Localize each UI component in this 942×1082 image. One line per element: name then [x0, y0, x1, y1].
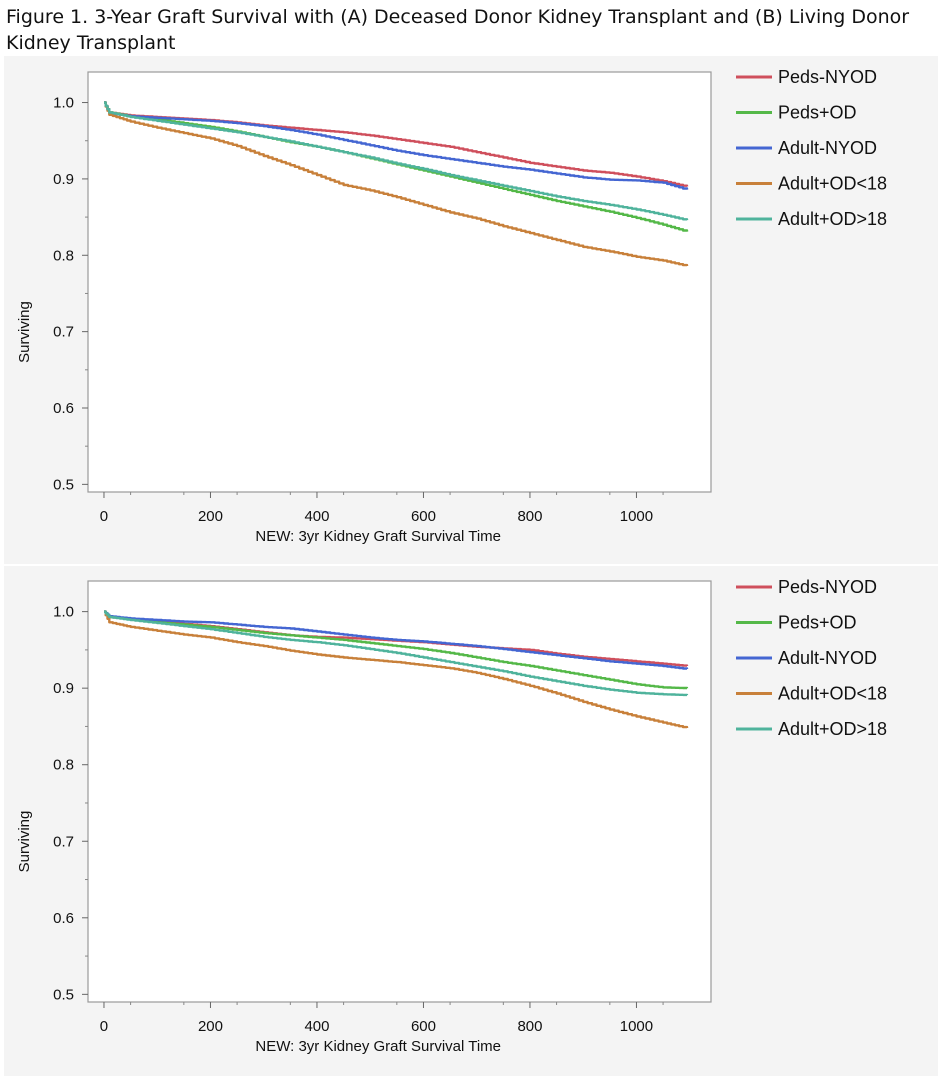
x-tick-label: 600 [411, 508, 436, 525]
legend-label: Adult+OD>18 [778, 209, 887, 229]
figure-title: Figure 1. 3-Year Graft Survival with (A)… [6, 6, 910, 54]
series-line-adult-nyod [104, 610, 689, 670]
legend-label: Adult+OD<18 [778, 684, 887, 704]
y-tick-label: 1.0 [53, 604, 74, 621]
plot-area [87, 580, 712, 1003]
y-tick-label: 0.7 [53, 833, 74, 850]
y-tick-label: 0.8 [53, 757, 74, 774]
legend-label: Peds+OD [778, 103, 857, 123]
legend-label: Adult-NYOD [778, 648, 877, 668]
series-line-adult-nyod [104, 101, 689, 190]
legend-label: Adult-NYOD [778, 138, 877, 158]
y-tick-label: 1.0 [53, 95, 74, 112]
y-tick-label: 0.5 [53, 476, 74, 493]
series-line-adult-od-18 [104, 101, 689, 267]
y-tick-label: 0.8 [53, 247, 74, 264]
y-tick-label: 0.9 [53, 171, 74, 188]
x-axis-title: NEW: 3yr Kidney Graft Survival Time [255, 1038, 501, 1055]
x-tick-label: 800 [517, 1018, 542, 1035]
legend-label: Peds+OD [778, 613, 857, 633]
legend-label: Adult+OD<18 [778, 174, 887, 194]
y-tick-label: 0.6 [53, 400, 74, 417]
y-tick-label: 0.6 [53, 910, 74, 927]
x-tick-label: 800 [517, 508, 542, 525]
chart-panel-b: 0.5 0.6 0.7 0.8 0.9 1.0 0 200 400 600 800 1000 NEW: … [16, 577, 887, 1055]
x-tick-label: 600 [411, 1018, 436, 1035]
legend-label: Adult+OD>18 [778, 719, 887, 739]
series-line-adult-od-18 [104, 610, 689, 729]
x-tick-label: 0 [100, 508, 108, 525]
y-axis-title: Surviving [16, 301, 33, 363]
x-tick-label: 400 [304, 508, 329, 525]
series-line-peds-od [104, 610, 689, 690]
x-axis-title: NEW: 3yr Kidney Graft Survival Time [255, 528, 501, 545]
legend-label: Peds-NYOD [778, 67, 877, 87]
y-tick-label: 0.9 [53, 680, 74, 697]
x-tick-label: 200 [198, 508, 223, 525]
x-tick-label: 200 [198, 1018, 223, 1035]
legend-label: Peds-NYOD [778, 577, 877, 597]
x-tick-label: 1000 [620, 1018, 653, 1035]
y-tick-label: 0.7 [53, 324, 74, 341]
series-line-adult-od-18 [104, 101, 689, 221]
x-tick-label: 400 [304, 1018, 329, 1035]
plot-area [87, 71, 712, 493]
x-tick-label: 1000 [620, 508, 653, 525]
chart-panel-a: 0.5 0.6 0.7 0.8 0.9 1.0 0 200 400 600 800 1000 NEW: … [16, 67, 887, 545]
y-axis-title: Surviving [16, 811, 33, 873]
series-line-adult-od-18 [104, 610, 689, 697]
y-tick-label: 0.5 [53, 986, 74, 1003]
x-tick-label: 0 [100, 1018, 108, 1035]
